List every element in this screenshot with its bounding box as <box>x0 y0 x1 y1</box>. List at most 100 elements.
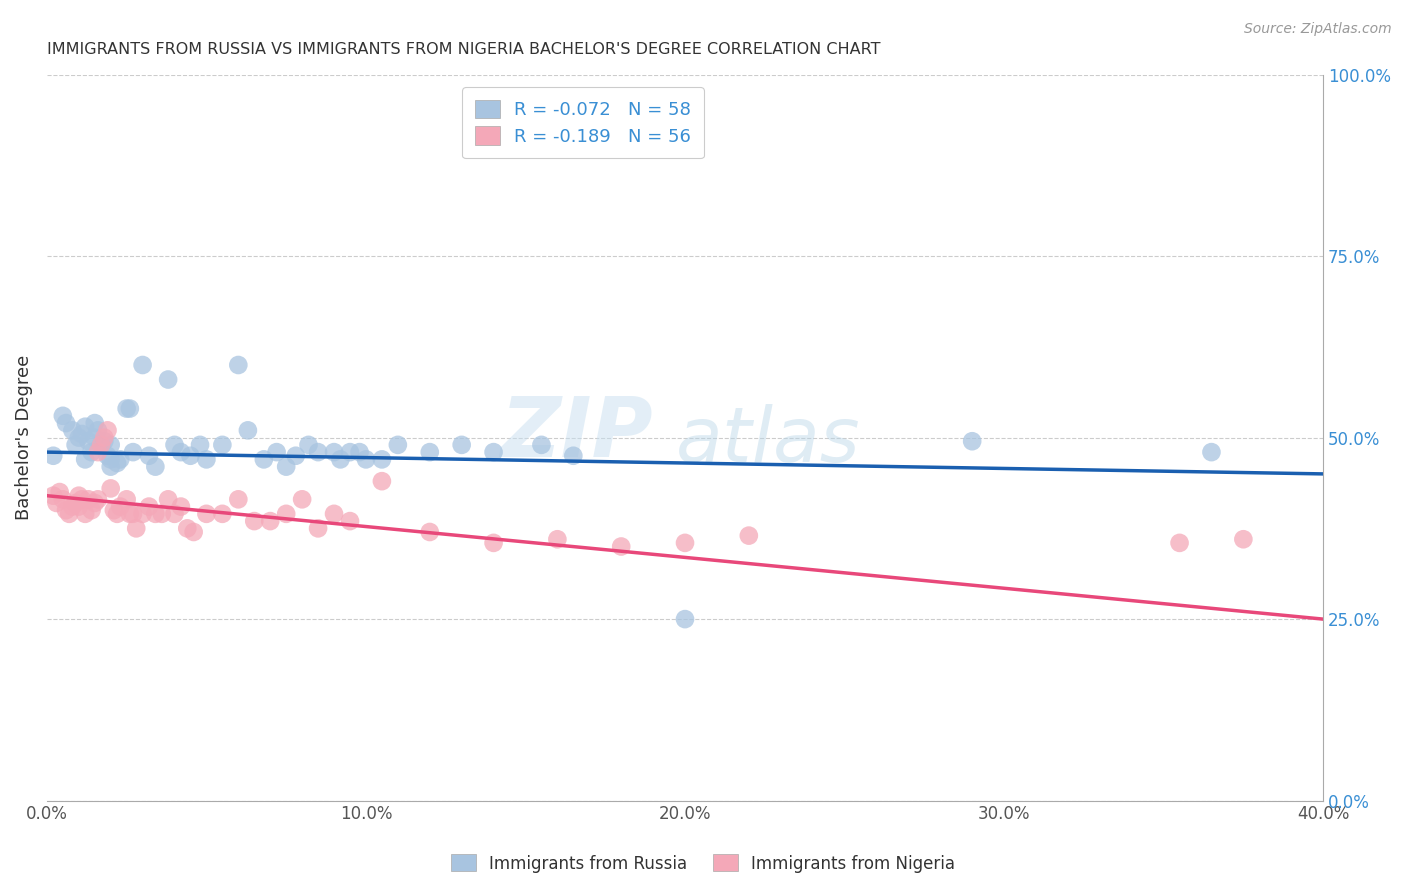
Point <box>115 492 138 507</box>
Point <box>138 449 160 463</box>
Point <box>67 500 90 514</box>
Point <box>163 438 186 452</box>
Point <box>87 492 110 507</box>
Point <box>738 528 761 542</box>
Point <box>45 496 67 510</box>
Point <box>157 372 180 386</box>
Point <box>90 438 112 452</box>
Point <box>530 438 553 452</box>
Point <box>87 445 110 459</box>
Point <box>65 496 87 510</box>
Point <box>323 445 346 459</box>
Point <box>1168 536 1191 550</box>
Point <box>80 445 103 459</box>
Point <box>100 459 122 474</box>
Point <box>93 434 115 449</box>
Point <box>1201 445 1223 459</box>
Point <box>131 358 153 372</box>
Point <box>90 438 112 452</box>
Point <box>105 507 128 521</box>
Text: atlas: atlas <box>676 404 860 478</box>
Point <box>170 445 193 459</box>
Point <box>62 500 84 514</box>
Point <box>122 445 145 459</box>
Point <box>1232 533 1254 547</box>
Point <box>236 423 259 437</box>
Point <box>70 427 93 442</box>
Legend: R = -0.072   N = 58, R = -0.189   N = 56: R = -0.072 N = 58, R = -0.189 N = 56 <box>463 87 704 159</box>
Point <box>195 507 218 521</box>
Point <box>163 507 186 521</box>
Point <box>371 452 394 467</box>
Point <box>179 449 201 463</box>
Point <box>195 452 218 467</box>
Point <box>96 423 118 437</box>
Point <box>75 452 97 467</box>
Point <box>291 492 314 507</box>
Point <box>52 409 75 423</box>
Point <box>673 536 696 550</box>
Point <box>339 445 361 459</box>
Point <box>93 431 115 445</box>
Point <box>253 452 276 467</box>
Point <box>80 503 103 517</box>
Point <box>62 423 84 437</box>
Point <box>65 438 87 452</box>
Point <box>52 492 75 507</box>
Point <box>67 489 90 503</box>
Point <box>96 449 118 463</box>
Point <box>110 452 132 467</box>
Point <box>70 492 93 507</box>
Point <box>297 438 319 452</box>
Point <box>55 416 77 430</box>
Point <box>145 507 167 521</box>
Point <box>138 500 160 514</box>
Point <box>354 452 377 467</box>
Point <box>482 445 505 459</box>
Point <box>100 438 122 452</box>
Point <box>419 445 441 459</box>
Point <box>176 521 198 535</box>
Point <box>75 507 97 521</box>
Point <box>122 507 145 521</box>
Point <box>42 489 65 503</box>
Point <box>87 423 110 437</box>
Point <box>145 459 167 474</box>
Point <box>323 507 346 521</box>
Point <box>103 503 125 517</box>
Point <box>211 438 233 452</box>
Point <box>387 438 409 452</box>
Point <box>284 449 307 463</box>
Point <box>339 514 361 528</box>
Point <box>115 401 138 416</box>
Point <box>243 514 266 528</box>
Point <box>67 431 90 445</box>
Point <box>329 452 352 467</box>
Point <box>450 438 472 452</box>
Point <box>960 434 983 449</box>
Point <box>610 540 633 554</box>
Text: ZIP: ZIP <box>501 393 652 475</box>
Point <box>546 533 568 547</box>
Point <box>349 445 371 459</box>
Point <box>266 445 288 459</box>
Point <box>188 438 211 452</box>
Point <box>125 521 148 535</box>
Point <box>55 503 77 517</box>
Point <box>42 449 65 463</box>
Point <box>58 507 80 521</box>
Point <box>83 496 105 510</box>
Point <box>100 452 122 467</box>
Text: IMMIGRANTS FROM RUSSIA VS IMMIGRANTS FROM NIGERIA BACHELOR'S DEGREE CORRELATION : IMMIGRANTS FROM RUSSIA VS IMMIGRANTS FRO… <box>46 42 880 57</box>
Point <box>371 474 394 488</box>
Point <box>100 482 122 496</box>
Point <box>228 358 250 372</box>
Point <box>150 507 173 521</box>
Point <box>183 524 205 539</box>
Point <box>211 507 233 521</box>
Point <box>77 434 100 449</box>
Point <box>673 612 696 626</box>
Point <box>118 401 141 416</box>
Point <box>83 431 105 445</box>
Point <box>48 485 70 500</box>
